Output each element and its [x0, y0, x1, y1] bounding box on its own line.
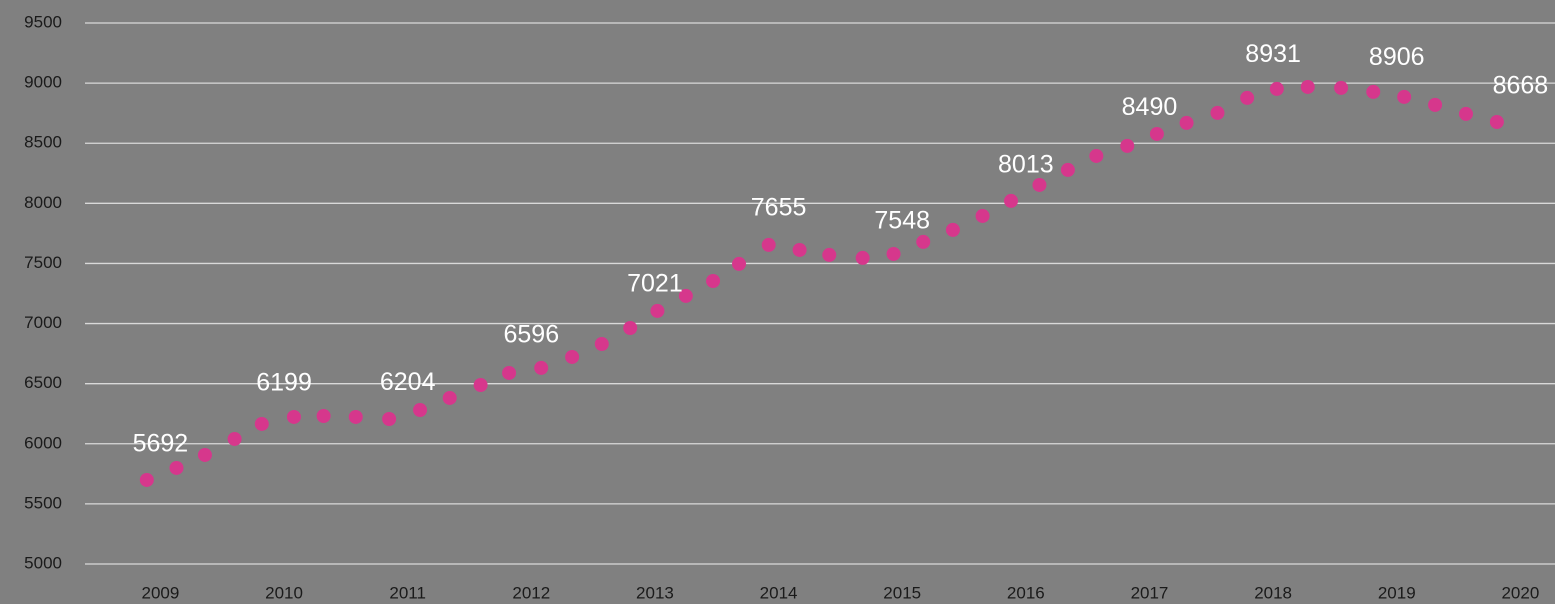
data-label: 7655 [751, 193, 807, 221]
x-tick-label: 2015 [883, 583, 921, 602]
y-tick-label: 7500 [24, 253, 62, 272]
dot [382, 412, 397, 427]
dot [1240, 90, 1255, 105]
data-label: 6596 [504, 321, 560, 349]
y-tick-label: 7000 [24, 313, 62, 332]
dot [502, 365, 517, 380]
dot [855, 250, 870, 265]
dot [1089, 148, 1104, 163]
dot [1060, 162, 1075, 177]
x-tick-label: 2009 [142, 583, 180, 602]
y-tick-label: 5000 [24, 553, 62, 572]
y-tick-label: 8000 [24, 193, 62, 212]
dot [822, 247, 837, 262]
data-label: 8490 [1122, 93, 1178, 121]
y-tick-label: 6500 [24, 373, 62, 392]
y-tick-label: 9500 [24, 12, 62, 31]
x-tick-label: 2018 [1254, 583, 1292, 602]
x-tick-label: 2020 [1501, 583, 1539, 602]
dot [254, 416, 269, 431]
dot [1032, 177, 1047, 192]
dot [1366, 84, 1381, 99]
dot [227, 431, 242, 446]
dot [916, 234, 931, 249]
dot [1300, 79, 1315, 94]
y-tick-label: 6000 [24, 433, 62, 452]
data-label: 8931 [1245, 40, 1301, 68]
dot [169, 460, 184, 475]
dot [1269, 81, 1284, 96]
dot [1458, 106, 1473, 121]
dot [594, 336, 609, 351]
x-tick-label: 2013 [636, 583, 674, 602]
dot [1004, 193, 1019, 208]
x-tick-label: 2016 [1007, 583, 1045, 602]
dot [139, 472, 154, 487]
dot [1489, 114, 1504, 129]
dot [1149, 126, 1164, 141]
data-label: 5692 [133, 429, 189, 457]
x-tick-label: 2019 [1378, 583, 1416, 602]
dot [316, 409, 331, 424]
x-tick-label: 2010 [265, 583, 303, 602]
dot [1428, 97, 1443, 112]
dot [473, 377, 488, 392]
x-tick-label: 2014 [760, 583, 798, 602]
y-tick-label: 8500 [24, 133, 62, 152]
dot [286, 409, 301, 424]
data-label: 7548 [874, 206, 930, 234]
dot [1120, 138, 1135, 153]
dot [732, 256, 747, 271]
dot [1334, 80, 1349, 95]
dot [1179, 115, 1194, 130]
dot [650, 303, 665, 318]
dot [534, 360, 549, 375]
dot [413, 402, 428, 417]
dot [761, 237, 776, 252]
dot [945, 222, 960, 237]
data-label: 7021 [627, 270, 683, 298]
x-tick-label: 2017 [1131, 583, 1169, 602]
data-label: 6204 [380, 368, 436, 396]
dot [886, 246, 901, 261]
data-label: 8906 [1369, 43, 1425, 71]
dot [1210, 105, 1225, 120]
dot [706, 273, 721, 288]
dot [565, 349, 580, 364]
data-label: 8013 [998, 150, 1054, 178]
dot [442, 390, 457, 405]
data-label: 6199 [256, 368, 312, 396]
dot [975, 208, 990, 223]
x-tick-label: 2011 [389, 583, 426, 602]
x-tick-label: 2012 [512, 583, 550, 602]
dot [623, 321, 638, 336]
dot [678, 288, 693, 303]
dot [348, 409, 363, 424]
y-tick-label: 9000 [24, 73, 62, 92]
y-tick-label: 5500 [24, 493, 62, 512]
data-label: 8668 [1493, 72, 1549, 100]
dot [792, 242, 807, 257]
dot [197, 447, 212, 462]
dot [1397, 89, 1412, 104]
